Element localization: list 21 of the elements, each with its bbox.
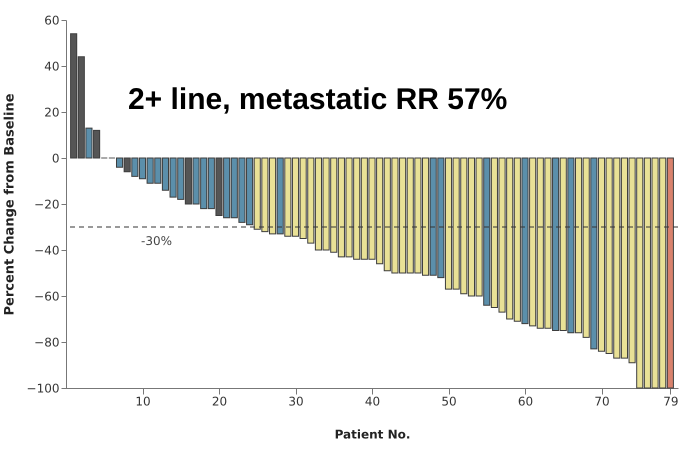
y-tick-label: −60 [34, 290, 60, 304]
x-axis-title: Patient No. [334, 428, 410, 442]
y-tick-label: 20 [44, 106, 60, 120]
y-tick-label: −20 [34, 198, 60, 212]
y-tick-label: 40 [44, 60, 60, 74]
x-tick-label: 79 [663, 394, 678, 408]
x-tick-label: 20 [212, 394, 228, 408]
x-tick-label: 40 [364, 394, 380, 408]
y-axis-title: Percent Change from Baseline [2, 93, 18, 316]
x-tick-label: 30 [288, 394, 304, 408]
y-tick-label: 60 [44, 14, 60, 28]
x-tick-label: 10 [135, 394, 151, 408]
y-tick-label: −80 [34, 336, 60, 350]
y-tick-label: 0 [52, 152, 60, 166]
x-tick-label: 70 [594, 394, 610, 408]
ref-line-label: -30% [141, 234, 172, 248]
x-tick-label: 50 [441, 394, 457, 408]
y-tick-label: −40 [34, 244, 60, 258]
text: 2+ line, metastatic RR 57% [128, 83, 508, 116]
y-tick-label: −100 [26, 382, 60, 396]
x-tick-label: 60 [518, 394, 534, 408]
